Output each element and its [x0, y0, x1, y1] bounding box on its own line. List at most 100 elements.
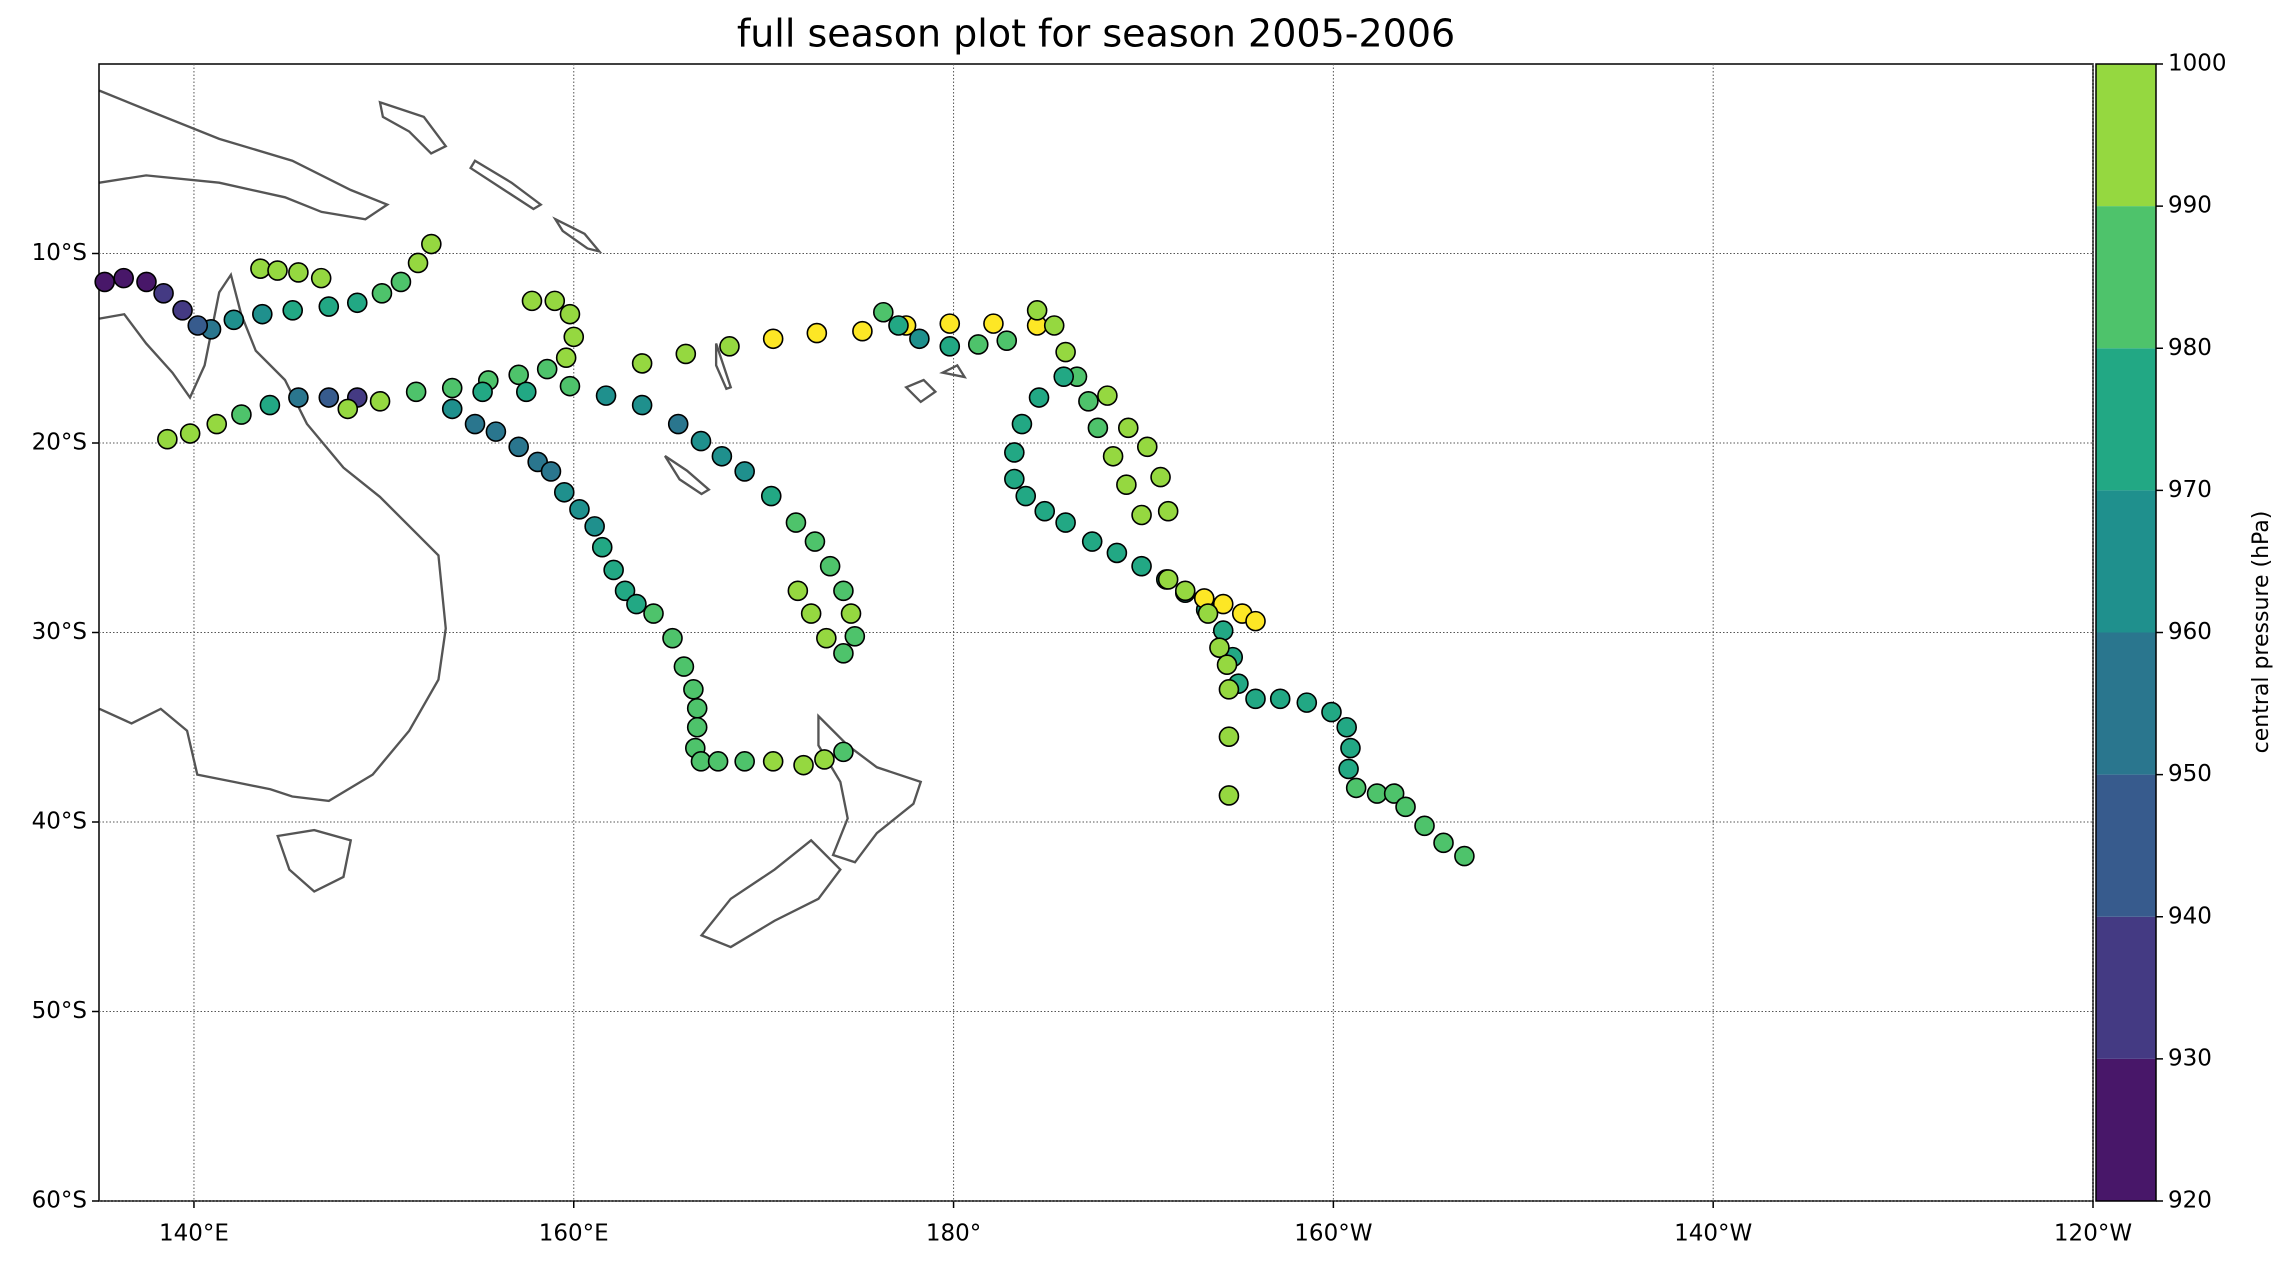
track-point [909, 328, 930, 350]
track-point [667, 413, 689, 435]
new-britain [378, 100, 448, 155]
track-point [369, 391, 391, 412]
track-point [1026, 300, 1048, 321]
track-point [686, 716, 708, 738]
track-point [1116, 474, 1137, 495]
track-point [252, 303, 273, 325]
y-tick-label: 60°S [32, 1188, 87, 1214]
track-point [1395, 796, 1416, 818]
track-point [1414, 815, 1435, 837]
track-point [603, 559, 624, 581]
track-point [187, 315, 209, 336]
track-point [719, 336, 740, 357]
track-point [1136, 436, 1158, 458]
track-point [1218, 726, 1240, 748]
colorbar-tick-label: 940 [2168, 903, 2212, 929]
track-point [113, 267, 134, 289]
track-point [536, 358, 558, 380]
track-point [1150, 466, 1171, 488]
track-point [711, 445, 733, 467]
track-point [1216, 654, 1238, 676]
track-point [844, 625, 866, 647]
track-point [631, 394, 653, 416]
track-point [94, 271, 115, 293]
track-point [996, 330, 1018, 351]
track-point [1011, 413, 1033, 435]
track-point [852, 320, 873, 342]
track-point [1131, 504, 1152, 526]
track-point [707, 751, 729, 772]
track-point [967, 334, 989, 355]
track-point [762, 328, 784, 350]
track-point [1028, 387, 1050, 408]
vanuatu [714, 343, 733, 391]
track-point [405, 381, 427, 403]
x-tick-label: 140°W [1674, 1221, 1752, 1247]
track-point [1157, 569, 1179, 590]
track-point [515, 381, 537, 403]
x-tick-label: 120°W [2054, 1221, 2132, 1247]
track-point [569, 499, 590, 520]
colorbar-tick-label: 1000 [2168, 51, 2227, 77]
x-tick-label: 160°E [539, 1221, 609, 1247]
track-point [888, 315, 909, 336]
track-point [553, 481, 575, 503]
track-point [563, 326, 585, 348]
tasmania [276, 828, 353, 893]
track-point [1004, 442, 1025, 463]
track-point [939, 336, 961, 357]
track-point [206, 413, 228, 435]
track-point [840, 603, 862, 624]
track-point [1321, 701, 1342, 723]
track-point [288, 262, 309, 283]
track-point [1117, 417, 1139, 439]
track-point [1345, 777, 1367, 799]
fiji [904, 363, 968, 404]
track-point [626, 593, 647, 615]
chart-title: full season plot for season 2005-2006 [737, 12, 1455, 56]
track-point [816, 627, 837, 649]
track-point [690, 751, 712, 772]
track-point [734, 751, 755, 772]
track-point [472, 381, 493, 403]
track-point [223, 309, 245, 331]
track-point [800, 603, 822, 624]
track-point [464, 413, 486, 435]
track-point [1197, 603, 1219, 624]
track-point [1081, 531, 1103, 552]
colorbar-tick-label: 920 [2168, 1188, 2212, 1214]
colorbar-segment [2096, 64, 2156, 207]
track-point [407, 252, 429, 274]
track-point [1340, 737, 1361, 759]
new-zealand-south [699, 838, 842, 949]
track-point [1338, 758, 1359, 780]
track-point [833, 643, 854, 664]
track-point [1383, 783, 1405, 804]
colorbar-label: central pressure (hPa) [2249, 511, 2274, 754]
track-point [1296, 692, 1318, 713]
track-point [614, 580, 636, 602]
colorbar-tick-label: 950 [2168, 761, 2212, 787]
track-point [508, 436, 529, 458]
track-point [591, 536, 613, 558]
y-tick-label: 20°S [32, 430, 87, 456]
track-point [559, 375, 581, 397]
track-point [1055, 341, 1076, 363]
track-point [390, 271, 412, 293]
track-point [318, 387, 340, 408]
solomon-islands [469, 159, 603, 254]
colorbar-tick-label: 930 [2168, 1045, 2212, 1071]
track-point [686, 697, 708, 719]
track-point [734, 461, 755, 482]
track-point [1366, 783, 1388, 804]
colorbar-segment [2096, 206, 2156, 349]
track-point [231, 404, 252, 425]
track-point [760, 485, 782, 507]
track-point [939, 313, 961, 334]
track-point [983, 313, 1004, 334]
track-point [595, 385, 617, 406]
track-point [1212, 593, 1234, 615]
track-point [250, 258, 271, 279]
track-point [1209, 637, 1230, 658]
track-point [785, 512, 807, 533]
